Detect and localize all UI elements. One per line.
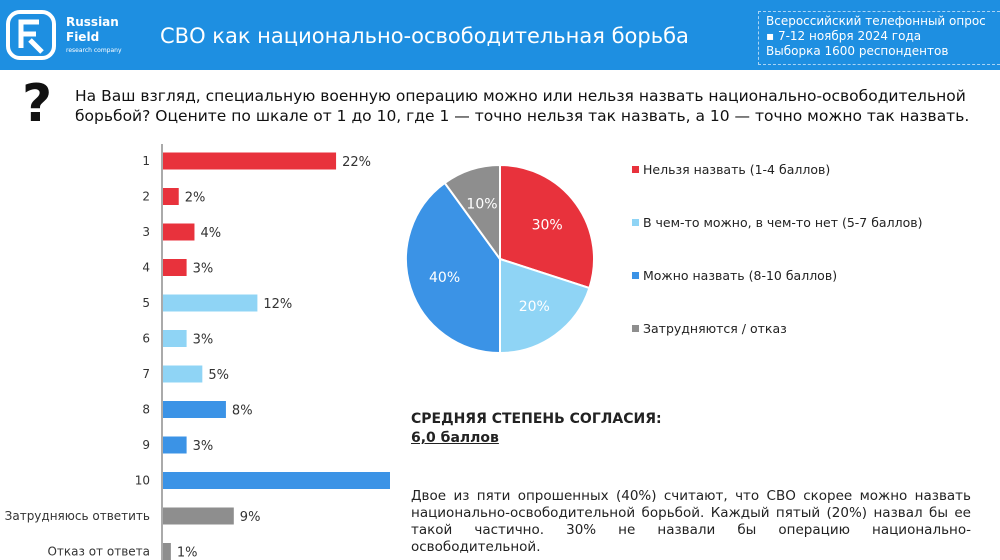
bar-value-label: 12% xyxy=(263,297,292,312)
survey-info-line: Выборка 1600 респондентов xyxy=(766,44,949,58)
bar-value-label: 4% xyxy=(200,226,221,241)
bar-category-label: 10 xyxy=(135,474,150,488)
question-mark-icon: ? xyxy=(22,74,53,134)
bar xyxy=(163,436,187,454)
brand-line-2: Field xyxy=(66,30,100,44)
bar-value-label: 22% xyxy=(342,155,371,170)
bar-value-label: 2% xyxy=(185,191,206,206)
average-label: СРЕДНЯЯ СТЕПЕНЬ СОГЛАСИЯ: xyxy=(411,411,662,427)
legend-swatch xyxy=(632,166,639,173)
pie-slice xyxy=(499,163,595,290)
brand-subtitle: research company xyxy=(66,47,122,54)
bar xyxy=(163,330,187,347)
question-text: На Ваш взгляд, специальную военную опера… xyxy=(75,87,970,125)
pie-chart: 30% 20% 40% 10% xyxy=(405,163,595,355)
bar-value-label: 9% xyxy=(240,510,261,525)
bar xyxy=(163,365,203,383)
survey-info-box: Всероссийский телефонный опрос ▪ 7-12 но… xyxy=(758,11,1000,65)
pie-value-label: 30% xyxy=(532,218,563,234)
bar-category-label: 4 xyxy=(142,261,150,275)
bar xyxy=(163,294,258,312)
pie-value-label: 20% xyxy=(519,299,550,315)
legend-item: Можно назвать (8-10 баллов) xyxy=(632,268,837,283)
bar-value-label: 3% xyxy=(193,439,214,454)
bar-value-label: 3% xyxy=(193,333,214,348)
legend-item: Нельзя назвать (1-4 баллов) xyxy=(632,162,830,177)
survey-info-line: Всероссийский телефонный опрос xyxy=(766,14,986,28)
page-title: СВО как национально-освободительная борь… xyxy=(160,24,689,48)
bar-category-label: Затрудняюсь ответить xyxy=(5,509,150,523)
pie-slice xyxy=(443,163,501,263)
bar-value-label: 1% xyxy=(177,546,198,560)
legend-label: Затрудняются / отказ xyxy=(643,321,787,336)
legend-label: В чем-то можно, в чем-то нет (5-7 баллов… xyxy=(643,215,923,230)
legend-label: Можно назвать (8-10 баллов) xyxy=(643,268,838,283)
bar xyxy=(163,401,226,418)
bar-category-label: 8 xyxy=(142,403,150,417)
brand-line-1: Russian xyxy=(66,15,119,29)
legend-swatch xyxy=(632,325,639,332)
bar xyxy=(163,507,234,525)
bar-category-label: Отказ от ответа xyxy=(47,545,150,559)
bar-chart: 122%22%34%43%512%63%75%88%93%1029%Затруд… xyxy=(5,144,390,560)
bar-value-label: 5% xyxy=(208,368,229,383)
header-banner: Russian Field research company СВО как н… xyxy=(0,0,1000,70)
summary-text: Двое из пяти опрошенных (40%) считают, ч… xyxy=(411,488,971,555)
bar-category-label: 6 xyxy=(142,332,150,346)
bar xyxy=(163,188,179,205)
legend-swatch xyxy=(632,272,639,279)
russian-field-logo-icon xyxy=(6,10,56,60)
legend-item: Затрудняются / отказ xyxy=(632,321,787,336)
bar xyxy=(163,223,195,241)
average-value: 6,0 баллов xyxy=(411,430,499,446)
bar xyxy=(163,472,390,489)
pie-value-label: 40% xyxy=(429,270,460,286)
bar xyxy=(163,152,337,170)
bar-category-label: 2 xyxy=(142,190,150,204)
bar-category-label: 7 xyxy=(142,367,150,381)
bar-value-label: 8% xyxy=(232,404,253,419)
bar xyxy=(163,259,187,276)
brand-name: Russian Field xyxy=(66,15,136,45)
legend-swatch xyxy=(632,219,639,226)
survey-info-line: ▪ 7-12 ноября 2024 года xyxy=(766,29,922,43)
legend-label: Нельзя назвать (1-4 баллов) xyxy=(643,162,831,177)
bar xyxy=(163,543,171,560)
bar-category-label: 1 xyxy=(142,154,150,168)
pie-value-label: 10% xyxy=(466,197,497,213)
bar-category-label: 9 xyxy=(142,438,150,452)
bar-value-label: 3% xyxy=(193,262,214,277)
pie-slice xyxy=(499,257,591,355)
legend-item: В чем-то можно, в чем-то нет (5-7 баллов… xyxy=(632,215,922,230)
pie-slice xyxy=(405,181,501,355)
bar-category-label: 3 xyxy=(142,225,150,239)
bar-category-label: 5 xyxy=(142,296,150,310)
